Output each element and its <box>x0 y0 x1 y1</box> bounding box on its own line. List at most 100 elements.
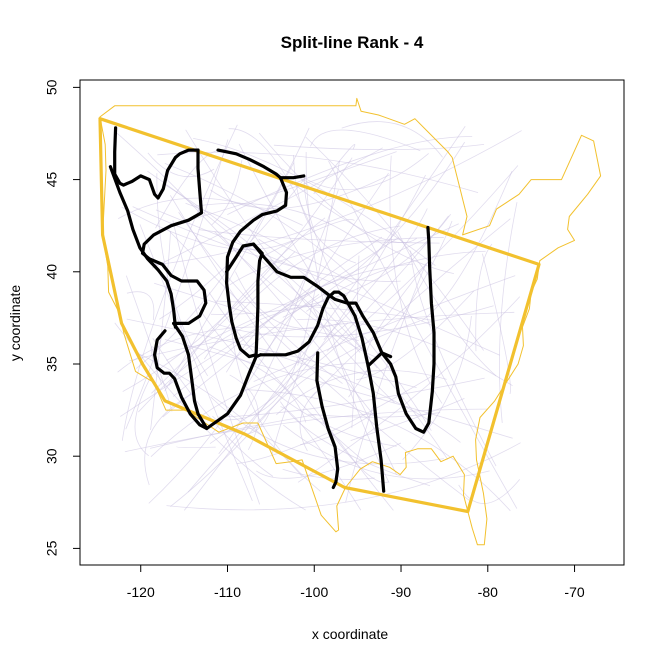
background-line <box>121 124 238 441</box>
background-line <box>155 209 500 356</box>
split-line-series-5 <box>153 329 263 431</box>
background-line <box>121 206 294 250</box>
background-line <box>273 144 485 151</box>
background-line <box>305 152 390 483</box>
background-line <box>154 282 252 315</box>
background-line <box>306 250 486 312</box>
y-tick-label: 40 <box>44 264 60 280</box>
background-line <box>166 223 459 361</box>
background-line <box>147 152 215 178</box>
background-line <box>203 225 401 360</box>
background-line <box>148 189 339 504</box>
hull-thick-series-1 <box>98 117 541 514</box>
background-line <box>402 315 472 461</box>
background-line <box>297 296 521 483</box>
series-layer <box>98 97 602 546</box>
split-line-series-8 <box>278 174 306 180</box>
background-line <box>211 159 243 226</box>
split-line-series-10 <box>258 290 386 493</box>
split-line-series-4 <box>140 148 208 325</box>
background-line <box>341 121 443 158</box>
y-tick-label: 50 <box>44 79 60 95</box>
x-tick-label: -100 <box>300 584 328 600</box>
background-line <box>126 291 155 320</box>
background-line <box>210 174 390 209</box>
background-line <box>151 147 383 269</box>
background-line <box>276 370 447 416</box>
background-line <box>172 236 383 397</box>
background-line <box>157 151 479 194</box>
background-line <box>172 220 261 505</box>
background-line <box>164 163 391 319</box>
background-line <box>475 243 493 352</box>
x-tick-label: -80 <box>478 584 498 600</box>
background-line <box>217 377 485 418</box>
chart-title: Split-line Rank - 4 <box>281 33 424 52</box>
background-line <box>120 237 399 417</box>
background-line <box>154 130 522 266</box>
background-line <box>164 183 449 460</box>
background-line <box>116 132 375 416</box>
background-line <box>126 318 417 389</box>
background-line <box>279 172 418 243</box>
split-line-series-11 <box>315 351 340 490</box>
x-tick-label: -120 <box>127 584 155 600</box>
background-line <box>170 195 394 511</box>
background-flight-lines <box>114 121 522 512</box>
background-line <box>184 126 466 511</box>
background-line <box>235 271 342 330</box>
background-line <box>257 349 461 443</box>
background-line <box>256 442 402 479</box>
background-line <box>297 318 513 387</box>
background-line <box>167 229 470 501</box>
background-line <box>297 160 340 366</box>
split-line-series-12 <box>366 351 393 368</box>
background-line <box>197 306 397 447</box>
background-line <box>229 237 444 286</box>
background-line <box>356 290 475 381</box>
background-line <box>208 346 307 423</box>
background-line <box>209 165 519 444</box>
background-line <box>217 305 494 338</box>
split-line-series-9 <box>251 225 436 434</box>
background-line <box>326 215 449 352</box>
split-line-series-2 <box>113 126 200 200</box>
background-line <box>117 326 359 373</box>
background-line <box>134 374 153 457</box>
x-axis-label: x coordinate <box>312 626 388 642</box>
x-axis: -120 -110 -100 -90 -80 -70 <box>127 564 585 600</box>
y-tick-label: 45 <box>44 172 60 188</box>
x-tick-label: -90 <box>391 584 411 600</box>
background-line <box>170 174 426 507</box>
x-tick-label: -110 <box>214 584 241 600</box>
background-line <box>323 208 428 340</box>
background-line <box>301 153 429 191</box>
background-line <box>187 322 349 493</box>
background-line <box>129 311 515 362</box>
background-line <box>236 375 433 465</box>
background-line <box>258 238 432 431</box>
y-axis: 25 30 35 40 45 50 <box>44 79 81 556</box>
x-tick-label: -70 <box>564 584 584 600</box>
background-line <box>350 397 465 441</box>
background-line <box>114 322 306 511</box>
background-line <box>253 275 516 382</box>
background-line <box>262 219 355 258</box>
background-line <box>397 231 497 377</box>
background-line <box>310 303 397 475</box>
background-line <box>482 253 511 395</box>
background-line <box>166 442 521 511</box>
background-line <box>345 263 427 503</box>
background-line <box>164 162 295 392</box>
background-line <box>176 446 216 448</box>
background-line <box>282 141 465 318</box>
background-line <box>193 138 436 266</box>
background-line <box>299 412 375 446</box>
y-tick-label: 30 <box>44 448 60 464</box>
background-line <box>458 479 521 504</box>
background-line <box>228 128 314 231</box>
background-line <box>185 129 395 404</box>
split-line-series-6 <box>172 321 209 431</box>
background-line <box>328 160 518 509</box>
